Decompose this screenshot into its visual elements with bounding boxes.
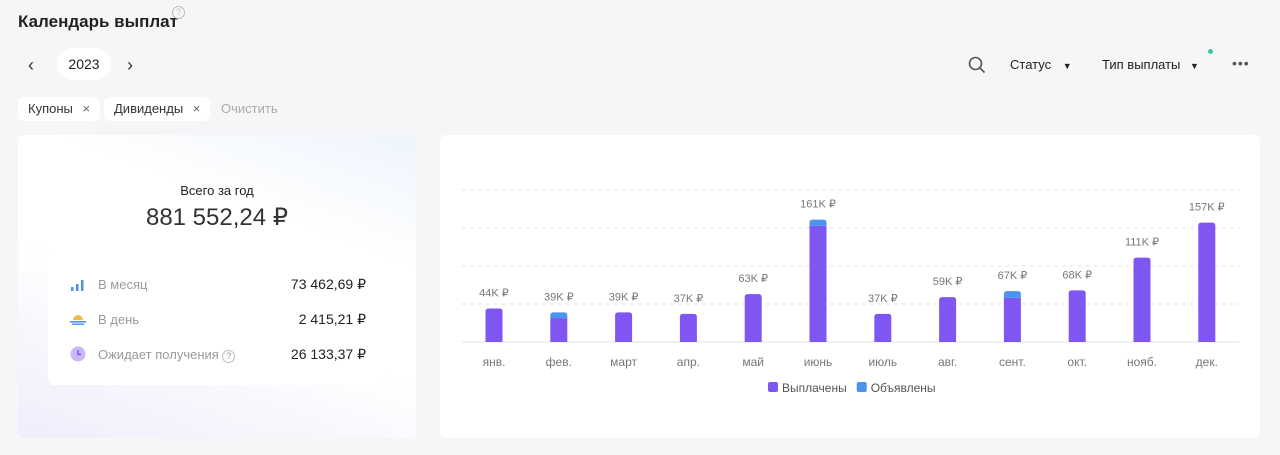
- bar-segment: [939, 297, 957, 342]
- value-label: 68K ₽: [1062, 269, 1092, 281]
- chart-card: [440, 135, 1260, 438]
- value-label: 161K ₽: [800, 199, 836, 211]
- status-label: Статус: [1010, 57, 1052, 72]
- x-tick-label: дек.: [1196, 355, 1218, 369]
- row-value: 2 415,21 ₽: [298, 311, 366, 327]
- x-tick-label: апр.: [677, 355, 700, 369]
- x-tick-label: янв.: [483, 355, 506, 369]
- month-icon: [71, 280, 84, 291]
- bar-segment: [485, 308, 503, 342]
- bar-segment: [550, 312, 568, 319]
- bar-segment: [1068, 290, 1086, 342]
- search-icon[interactable]: [968, 56, 986, 74]
- value-label: 39K ₽: [544, 291, 574, 303]
- more[interactable]: •••: [1232, 55, 1250, 71]
- chip-label: Купоны: [28, 101, 73, 116]
- x-tick-label: авг.: [938, 355, 957, 369]
- legend-label: Выплачены: [782, 381, 847, 395]
- bar-segment: [1003, 291, 1021, 298]
- value-label: 39K ₽: [609, 291, 639, 303]
- legend-swatch: [856, 382, 867, 392]
- bar-segment: [1133, 257, 1151, 342]
- title: Календарь выплат: [18, 12, 178, 31]
- x-tick-label: сент.: [999, 355, 1026, 369]
- type-label: Тип выплаты: [1102, 57, 1181, 72]
- prev-year[interactable]: ‹: [28, 55, 34, 75]
- value-label: 111K ₽: [1125, 237, 1159, 249]
- bar-segment: [1198, 222, 1216, 342]
- x-tick-label: окт.: [1067, 355, 1087, 369]
- clock-icon: [70, 346, 86, 362]
- legend-swatch: [768, 382, 778, 392]
- bar-segment: [550, 318, 568, 342]
- bar-segment: [809, 219, 827, 226]
- x-tick-label: фев.: [546, 355, 572, 369]
- bar-segment: [809, 225, 827, 342]
- x-tick-label: июнь: [804, 355, 833, 369]
- row-value: 73 462,69 ₽: [290, 276, 366, 292]
- bar-segment: [744, 294, 762, 342]
- row-label: В день: [98, 312, 140, 327]
- bar-segment: [679, 313, 697, 342]
- dot: [1208, 49, 1213, 54]
- chip-label: Дивиденды: [114, 101, 184, 116]
- legend-label: Объявлены: [871, 381, 936, 395]
- summary-card: Всего за год 881 552,24 ₽ В месяц 73 462…: [18, 135, 416, 438]
- type-filter[interactable]: Тип выплаты ▼: [1102, 57, 1199, 72]
- bar-segment: [874, 313, 892, 342]
- chip[interactable]: Дивиденды ×: [104, 97, 211, 121]
- row-label-text: Ожидает получения: [98, 347, 219, 362]
- day-icon: [70, 315, 86, 325]
- row-label: В месяц: [98, 277, 148, 292]
- row-value: 26 133,37 ₽: [290, 346, 366, 362]
- x-tick-label: июль: [868, 355, 897, 369]
- value-label: 59K ₽: [933, 276, 963, 288]
- chip[interactable]: Купоны ×: [18, 97, 101, 121]
- value-label: 37K ₽: [674, 293, 704, 305]
- help-icon[interactable]: ?: [172, 6, 185, 19]
- x-tick-label: нояб.: [1127, 355, 1157, 369]
- value-label: 157K ₽: [1189, 202, 1225, 214]
- value-label: 44K ₽: [479, 288, 509, 300]
- x-tick-label: май: [742, 355, 764, 369]
- year[interactable]: 2023: [57, 48, 111, 80]
- total-label: Всего за год: [180, 183, 254, 198]
- clear[interactable]: Очистить: [221, 101, 278, 116]
- status-filter[interactable]: Статус ▼: [1010, 57, 1072, 72]
- bar-segment: [1003, 297, 1021, 342]
- next-year[interactable]: ›: [127, 55, 133, 75]
- bar-segment: [615, 312, 633, 342]
- row-label: Ожидает получения ?: [98, 347, 236, 363]
- stats: В месяц 73 462,69 ₽ В день 2 415,21 ₽ Ож…: [48, 252, 386, 385]
- value-label: 37K ₽: [868, 293, 898, 305]
- value-label: 67K ₽: [998, 270, 1028, 282]
- total: 881 552,24 ₽: [145, 204, 289, 231]
- x-tick-label: март: [610, 355, 637, 369]
- value-label: 63K ₽: [738, 273, 768, 285]
